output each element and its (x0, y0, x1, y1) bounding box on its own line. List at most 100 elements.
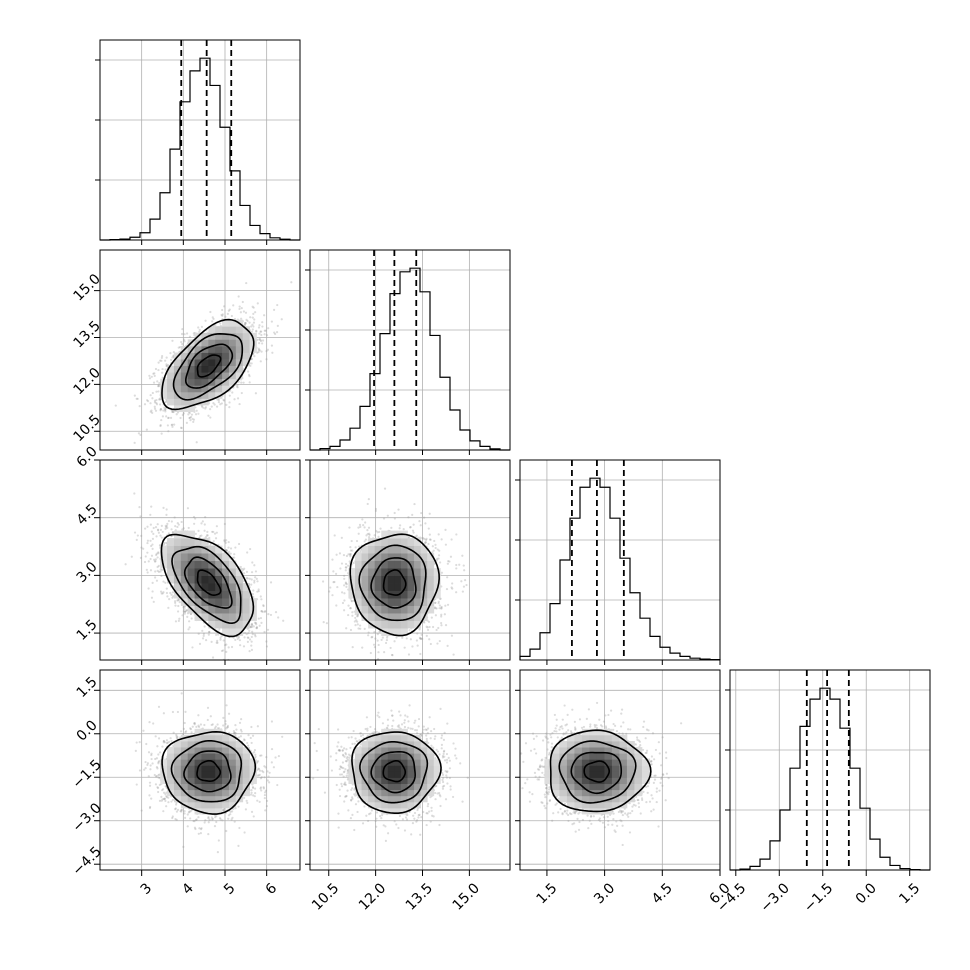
scatter-point (232, 304, 235, 307)
scatter-point (174, 604, 177, 607)
scatter-point (266, 628, 270, 631)
density-cell (167, 365, 175, 373)
histogram-step (730, 687, 930, 871)
scatter-point (147, 587, 150, 590)
scatter-point (146, 539, 150, 542)
density-cell (222, 326, 230, 334)
scatter-point (272, 308, 276, 311)
scatter-point (158, 381, 161, 385)
scatter-point (223, 305, 226, 308)
panel-content (100, 460, 300, 678)
scatter-point (244, 321, 247, 325)
density-cell (235, 365, 244, 373)
scatter-point (185, 609, 189, 612)
density-cell (187, 391, 195, 399)
scatter-point (188, 626, 191, 629)
scatter-point (136, 534, 139, 537)
scatter-point (208, 407, 212, 411)
scatter-point (139, 556, 142, 559)
density-cell (242, 339, 250, 347)
scatter-point (183, 607, 186, 611)
density-cell (194, 378, 202, 386)
scatter-point (202, 632, 205, 635)
scatter-point (159, 409, 162, 412)
scatter-point (160, 524, 163, 527)
panel-frame (99, 39, 301, 241)
scatter-point (203, 529, 206, 532)
density-cell (242, 345, 250, 353)
scatter-point (153, 558, 156, 561)
scatter-point (197, 326, 200, 329)
scatter-point (156, 569, 159, 572)
scatter-point (149, 523, 152, 526)
scatter-point (233, 553, 236, 556)
density-cell (180, 385, 189, 393)
scatter-point (250, 644, 253, 647)
scatter-point (156, 529, 160, 532)
scatter-point (250, 571, 254, 574)
scatter-point (143, 560, 147, 564)
scatter-point (169, 416, 173, 419)
scatter-point (158, 398, 161, 401)
scatter-point (255, 330, 258, 333)
scatter-point (171, 425, 174, 428)
scatter-point (149, 539, 152, 542)
scatter-point (151, 391, 154, 395)
scatter-point (188, 416, 191, 420)
scatter-point (248, 375, 251, 378)
scatter-point (154, 409, 158, 412)
scatter-point (225, 539, 228, 542)
scatter-point (187, 413, 190, 416)
scatter-point (166, 522, 169, 525)
density-cell (160, 391, 168, 399)
hist-panel-1 (95, 39, 301, 241)
density-cell (208, 345, 216, 353)
scatter-point (138, 506, 141, 509)
scatter-point (261, 342, 264, 345)
density-cell (222, 319, 230, 327)
scatter-point (250, 362, 253, 365)
scatter-point (245, 576, 248, 579)
scatter-point (267, 327, 270, 330)
panel-frame (309, 249, 511, 451)
scatter-point (259, 360, 262, 363)
density-cell (235, 339, 244, 347)
scatter-point (233, 317, 237, 321)
scatter-point (219, 403, 222, 406)
scatter-point (193, 522, 196, 525)
scatter-point (198, 642, 202, 646)
scatter-point (170, 593, 173, 596)
scatter-point (154, 560, 157, 563)
scatter-point (192, 418, 196, 421)
scatter-point (160, 418, 163, 422)
scatter-point (199, 535, 202, 538)
density-cell (242, 352, 250, 360)
scatter-point (256, 302, 259, 305)
scatter-point (165, 363, 168, 366)
scatter-point (253, 666, 255, 668)
density-cell (222, 378, 230, 386)
scatter-point (230, 645, 234, 649)
scatter-point (187, 526, 190, 530)
scatter-point (220, 649, 224, 653)
scatter-point (180, 426, 183, 430)
scatter-point (165, 587, 168, 590)
scatter-point (259, 339, 262, 342)
scatter-point (263, 610, 266, 614)
scatter-point (157, 385, 161, 388)
scatter-point (188, 416, 191, 419)
scatter-point (167, 416, 170, 420)
scatter-point (164, 526, 168, 529)
scatter-point (246, 551, 249, 554)
scatter-point (164, 410, 167, 413)
density-cell (208, 359, 216, 367)
scatter-point (262, 604, 265, 607)
scatter-point (245, 676, 247, 678)
scatter-point (258, 338, 261, 341)
scatter-point (160, 359, 163, 362)
density-cell (228, 345, 237, 353)
scatter-point (171, 410, 174, 413)
scatter-point (189, 418, 192, 422)
density-cell (201, 332, 209, 340)
scatter-point (242, 310, 246, 313)
